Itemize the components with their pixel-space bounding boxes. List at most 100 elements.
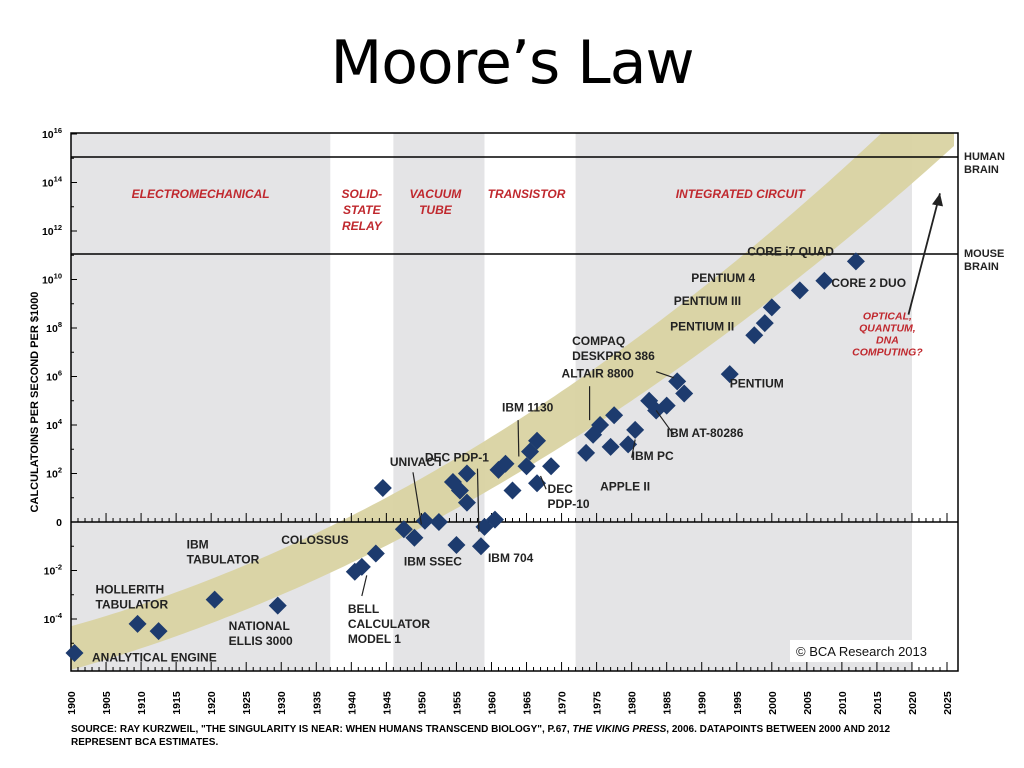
point-label-line: IBM 704 bbox=[488, 551, 534, 565]
era-label-line: INTEGRATED CIRCUIT bbox=[676, 187, 807, 201]
data-point bbox=[815, 271, 834, 290]
x-tick-label: 1955 bbox=[451, 691, 463, 715]
x-tick-label: 1900 bbox=[66, 691, 78, 715]
data-point bbox=[394, 520, 413, 539]
data-points bbox=[65, 252, 865, 662]
plot-frame bbox=[70, 132, 959, 672]
point-label: PENTIUM bbox=[730, 376, 784, 390]
point-label: IBM SSEC bbox=[404, 555, 462, 569]
y-tick-exponent: 2 bbox=[58, 466, 62, 475]
y-tick-label: 1014 bbox=[42, 175, 63, 190]
point-label: CORE i7 QUAD bbox=[747, 244, 834, 258]
data-point bbox=[65, 643, 84, 662]
y-tick-label: 106 bbox=[46, 369, 62, 384]
point-label-line: PENTIUM III bbox=[674, 294, 741, 308]
data-point bbox=[619, 435, 638, 454]
y-tick-exponent: 6 bbox=[58, 369, 62, 378]
y-tick-exponent: -4 bbox=[55, 611, 62, 620]
data-point bbox=[542, 457, 561, 476]
y-tick-base: 10 bbox=[46, 323, 58, 335]
reference-line-label-line: BRAIN bbox=[964, 261, 999, 273]
point-label: OPTICAL, QUANTUM, DNA COMPUTING? bbox=[852, 311, 923, 359]
point-label-line: PENTIUM 4 bbox=[691, 271, 755, 285]
y-tick-exponent: -2 bbox=[55, 563, 62, 572]
point-label: UNIVAC I bbox=[390, 455, 442, 469]
point-label: COLOSSUS bbox=[281, 533, 348, 547]
y-tick-base: 10 bbox=[42, 178, 54, 190]
reference-line-label-line: MOUSE bbox=[964, 248, 1004, 260]
point-label: HOLLERITH TABULATOR bbox=[96, 583, 169, 612]
reference-line-label-line: BRAIN bbox=[964, 164, 999, 176]
data-point bbox=[675, 384, 694, 403]
data-point bbox=[496, 454, 515, 473]
data-point bbox=[577, 443, 596, 462]
x-tick-label: 1920 bbox=[206, 691, 218, 715]
y-tick-base: 10 bbox=[42, 129, 54, 141]
y-tick-base: 10 bbox=[44, 614, 56, 626]
data-point bbox=[846, 252, 865, 271]
data-point bbox=[755, 314, 774, 333]
era-label-line: SOLID- bbox=[341, 187, 382, 201]
era-label-line: VACUUM bbox=[410, 187, 463, 201]
point-label-line: COLOSSUS bbox=[281, 533, 348, 547]
copyright-text: © BCA Research 2013 bbox=[796, 644, 927, 659]
point-label-line: TABULATOR bbox=[187, 553, 260, 567]
leader-line bbox=[631, 439, 636, 458]
data-point bbox=[429, 513, 448, 531]
leader-line bbox=[476, 468, 480, 532]
copyright-box bbox=[790, 640, 940, 662]
y-tick-label: 10-4 bbox=[44, 611, 63, 626]
point-label: ANALYTICAL ENGINE bbox=[92, 650, 217, 664]
point-label: NATIONAL ELLIS 3000 bbox=[229, 619, 293, 648]
source-publisher: THE VIKING PRESS bbox=[572, 724, 667, 735]
era-label-line: ELECTROMECHANICAL bbox=[132, 187, 270, 201]
point-label-line: ANALYTICAL ENGINE bbox=[92, 650, 217, 664]
data-point bbox=[447, 536, 466, 555]
annotations: © BCA Research 2013 bbox=[361, 193, 943, 662]
y-tick-label: 1012 bbox=[42, 223, 62, 238]
data-point bbox=[352, 557, 371, 576]
point-label: PENTIUM 4 bbox=[691, 271, 755, 285]
era-label: ELECTROMECHANICAL bbox=[132, 187, 270, 201]
y-tick-base: 10 bbox=[46, 420, 58, 432]
future-arrow-head bbox=[931, 193, 943, 207]
x-tick-label: 1945 bbox=[381, 691, 393, 715]
era-label-line: RELAY bbox=[342, 219, 383, 233]
point-label: PENTIUM II bbox=[670, 319, 734, 333]
era-label: VACUUM TUBE bbox=[410, 187, 463, 217]
point-label-line: COMPUTING? bbox=[852, 347, 923, 359]
x-tick-label: 1975 bbox=[592, 691, 604, 715]
x-tick-label: 1980 bbox=[627, 691, 639, 715]
x-tick-label: 1985 bbox=[662, 691, 674, 715]
point-label: COMPAQ DESKPRO 386 bbox=[572, 334, 655, 363]
x-tick-label: 1910 bbox=[136, 691, 148, 715]
source-suffix: , 2006. DATAPOINTS BETWEEN 2000 AND 2012… bbox=[71, 724, 891, 748]
era-shade bbox=[393, 133, 485, 671]
leader-line bbox=[412, 472, 422, 525]
era-label-line: STATE bbox=[343, 203, 382, 217]
point-label-line: PENTIUM bbox=[730, 376, 784, 390]
x-tick-label: 1925 bbox=[241, 691, 253, 715]
data-point bbox=[405, 528, 424, 547]
era-label: TRANSISTOR bbox=[488, 187, 566, 201]
point-label-line: IBM 1130 bbox=[502, 401, 554, 415]
x-tick-label: 1930 bbox=[276, 691, 288, 715]
data-point bbox=[457, 464, 476, 483]
era-label-line: TUBE bbox=[419, 203, 453, 217]
x-tick-label: 1970 bbox=[557, 691, 569, 715]
point-label: PENTIUM III bbox=[674, 294, 741, 308]
leader-line bbox=[655, 410, 675, 436]
data-point bbox=[205, 590, 224, 609]
y-tick-exponent: 4 bbox=[58, 417, 63, 426]
point-label-line: ALTAIR 8800 bbox=[562, 367, 635, 381]
point-label-line: DESKPRO 386 bbox=[572, 349, 655, 363]
data-point bbox=[657, 396, 676, 415]
data-point bbox=[450, 481, 469, 500]
trend-band-area bbox=[71, 133, 954, 670]
y-axis-label: CALCULATOINS PER SECOND PER $1000 bbox=[29, 292, 41, 513]
data-point bbox=[415, 511, 434, 530]
data-point bbox=[373, 479, 392, 498]
point-label: BELL CALCULATOR MODEL 1 bbox=[348, 602, 431, 646]
point-label-line: DNA bbox=[876, 335, 899, 347]
data-point bbox=[528, 431, 547, 450]
